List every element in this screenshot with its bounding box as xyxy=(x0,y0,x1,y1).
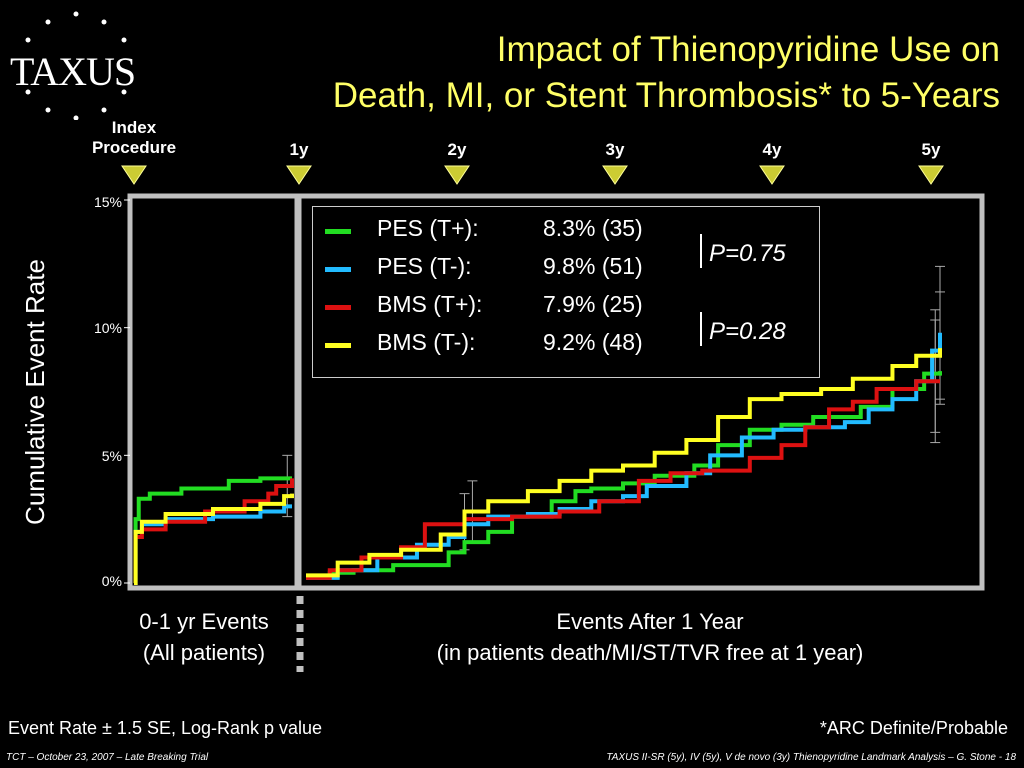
legend-swatch xyxy=(325,305,351,310)
period1-label-line1: 0-1 yr Events xyxy=(104,606,304,637)
legend: PES (T+): 8.3% (35) PES (T-): 9.8% (51) … xyxy=(312,206,820,378)
footnote-arc: *ARC Definite/Probable xyxy=(820,718,1008,739)
legend-swatch xyxy=(325,343,351,348)
p-value: P=0.75 xyxy=(709,240,786,268)
legend-series-name: PES (T-): xyxy=(377,253,472,280)
legend-series-value: 9.8% (51) xyxy=(543,253,643,280)
p-value: P=0.28 xyxy=(709,318,786,346)
footnote-event-rate: Event Rate ± 1.5 SE, Log-Rank p value xyxy=(8,718,322,739)
period1-label-line2: (All patients) xyxy=(104,637,304,668)
p-bracket xyxy=(700,234,702,268)
p-bracket xyxy=(700,312,702,346)
legend-series-name: PES (T+): xyxy=(377,215,479,242)
period2-label-line2: (in patients death/MI/ST/TVR free at 1 y… xyxy=(330,637,970,668)
legend-series-name: BMS (T-): xyxy=(377,329,475,356)
legend-series-name: BMS (T+): xyxy=(377,291,482,318)
legend-swatch xyxy=(325,267,351,272)
legend-series-value: 7.9% (25) xyxy=(543,291,643,318)
legend-series-value: 8.3% (35) xyxy=(543,215,643,242)
period2-label: Events After 1 Year (in patients death/M… xyxy=(330,606,970,668)
legend-swatch xyxy=(325,229,351,234)
legend-series-value: 9.2% (48) xyxy=(543,329,643,356)
slide: TAXUS Impact of Thienopyridine Use on De… xyxy=(0,0,1024,768)
period1-label: 0-1 yr Events (All patients) xyxy=(104,606,304,668)
series-line-bms-t-after-1yr xyxy=(306,348,940,575)
series-line-pes-t-0-1yr xyxy=(134,506,292,583)
period2-label-line1: Events After 1 Year xyxy=(330,606,970,637)
series-line-bms-t-0-1yr xyxy=(134,494,292,583)
source-right: TAXUS II-SR (5y), IV (5y), V de novo (3y… xyxy=(606,752,1016,763)
source-left: TCT – October 23, 2007 – Late Breaking T… xyxy=(6,752,208,763)
